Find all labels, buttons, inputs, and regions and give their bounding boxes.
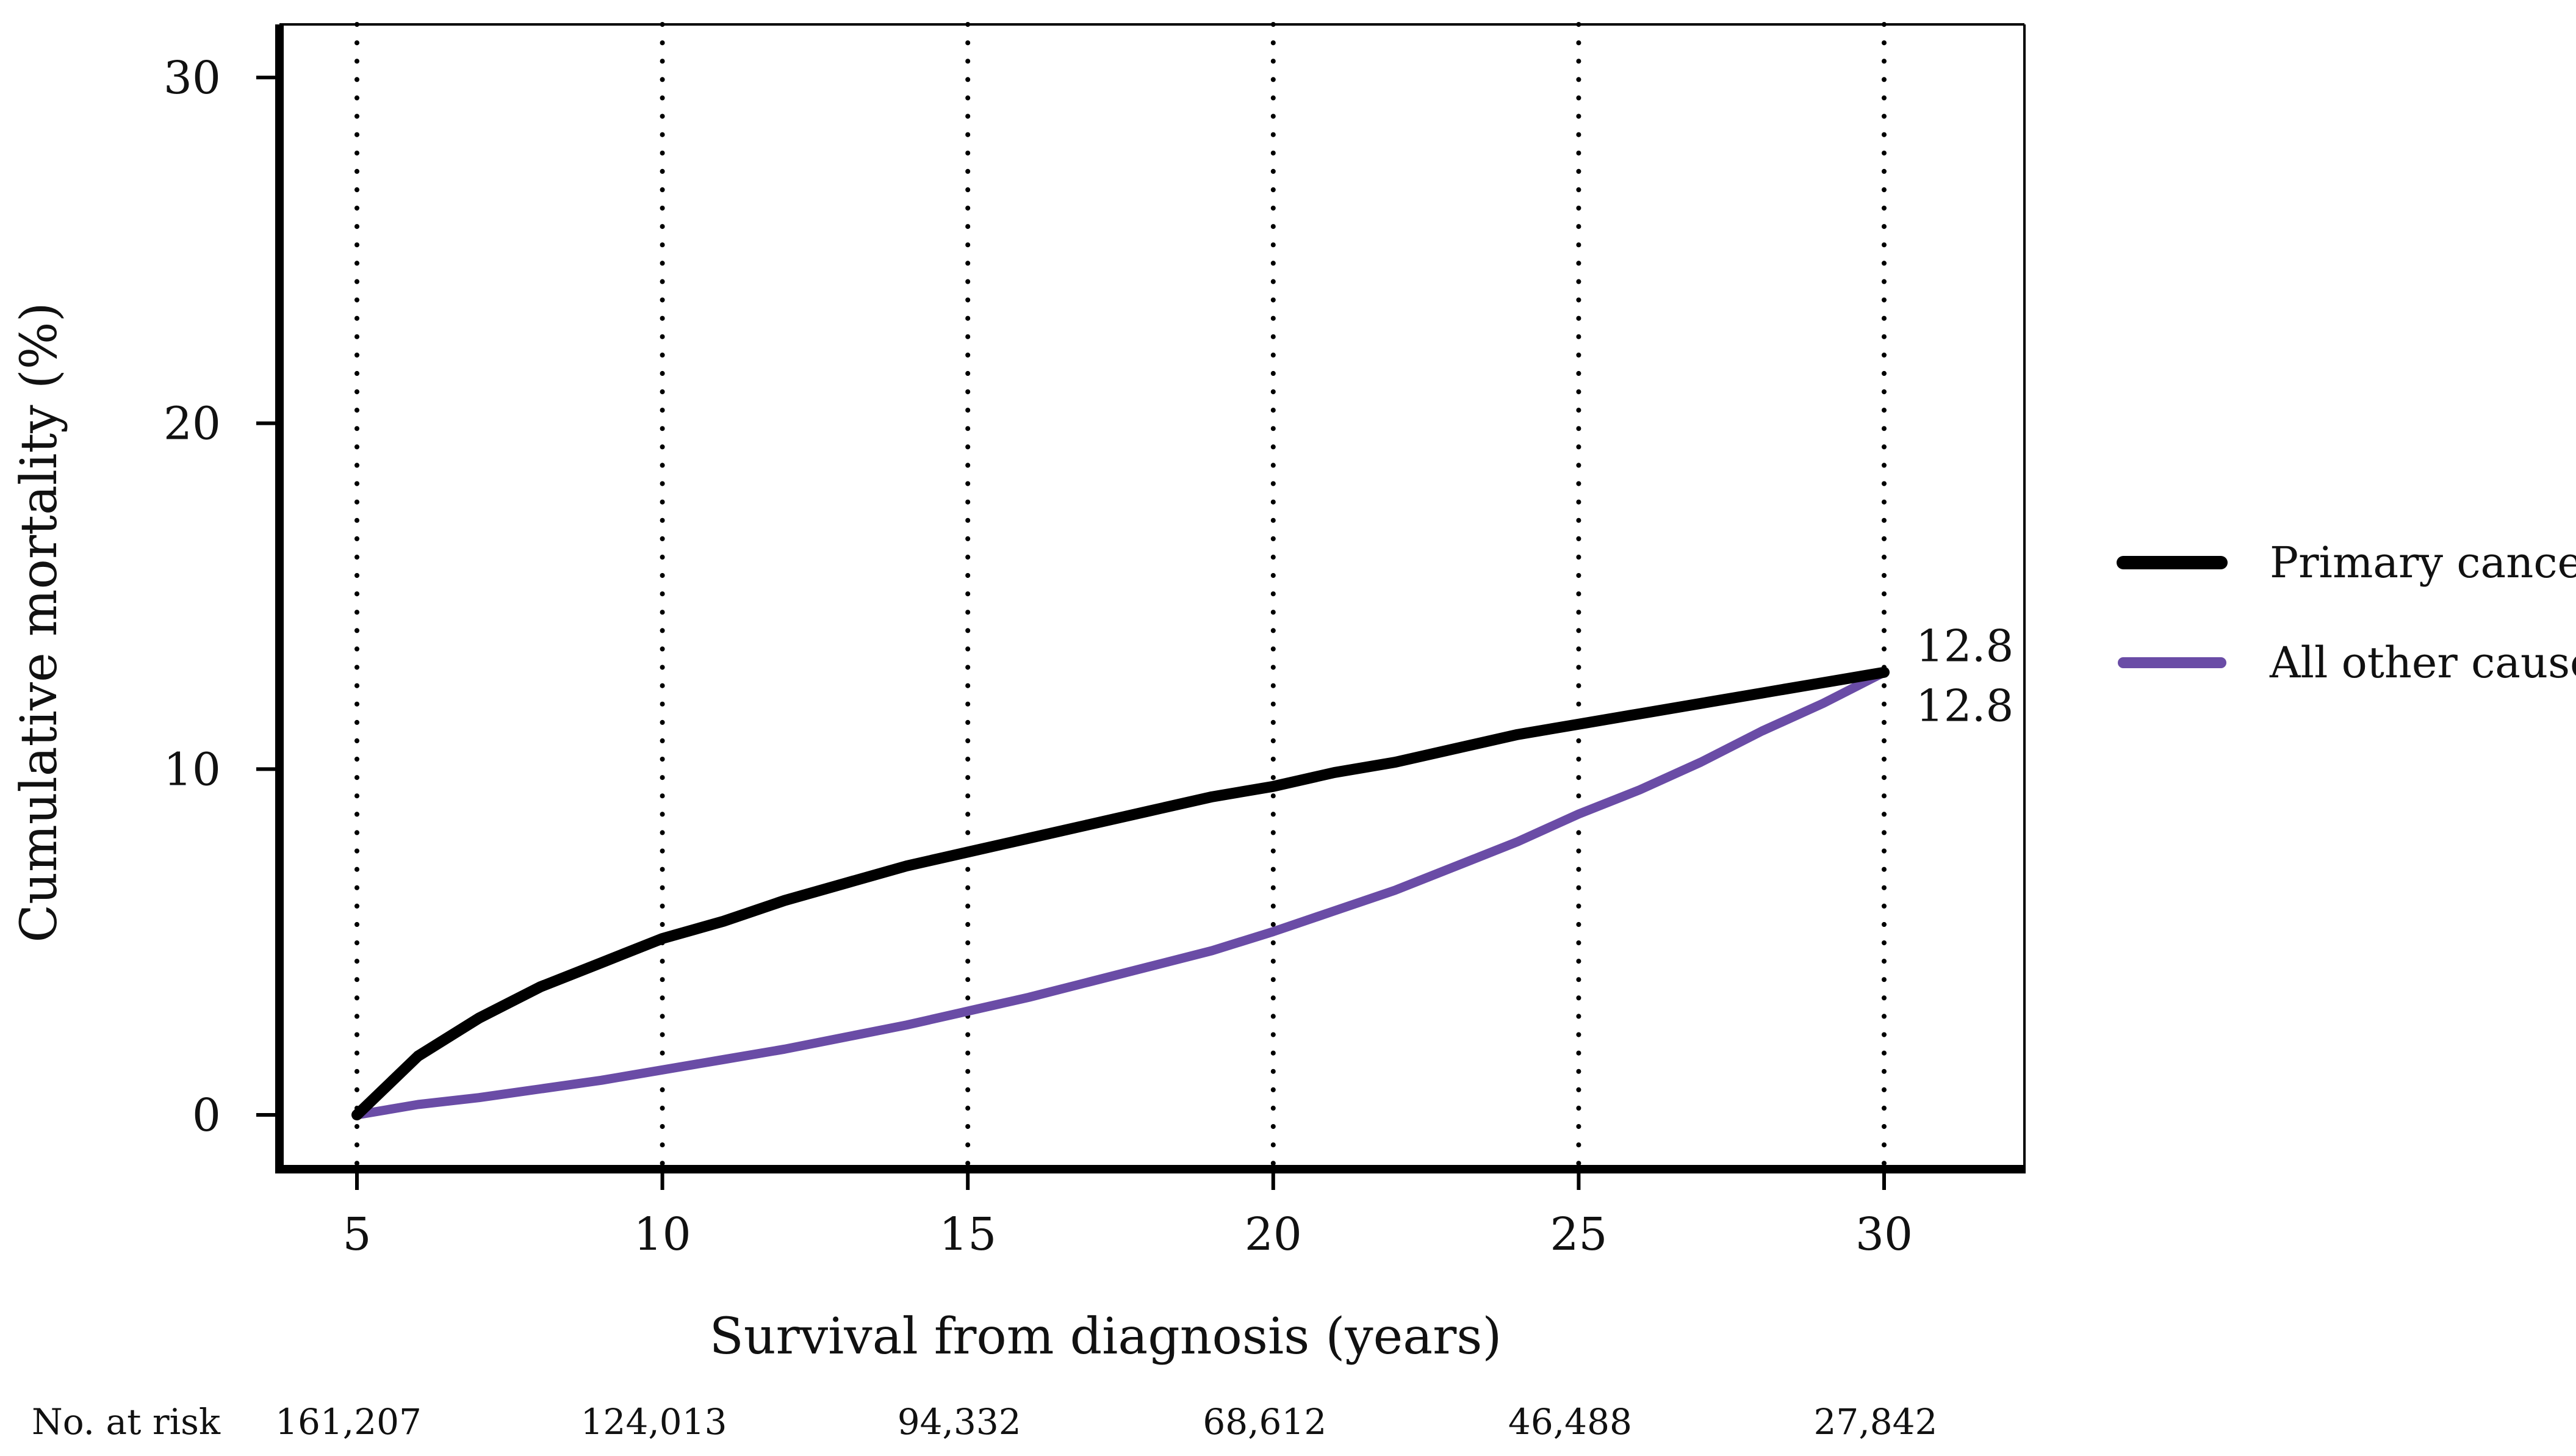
risk-table-value: 161,207 xyxy=(275,1401,422,1443)
legend-label-all-other-causes: All other causes xyxy=(2269,638,2576,688)
risk-table-value: 68,612 xyxy=(1203,1401,1326,1443)
x-tick-label: 5 xyxy=(342,1208,371,1261)
end-label-all-other-causes: 12.8 xyxy=(1916,680,2013,732)
series-line-all-other-causes xyxy=(352,668,1889,1120)
y-tick-label: 20 xyxy=(164,398,221,450)
x-ticks: 5 10 15 20 25 30 xyxy=(342,1169,1913,1261)
x-tick-label: 10 xyxy=(634,1208,691,1261)
risk-table-label: No. at risk xyxy=(32,1401,221,1443)
series-line-primary-cancer xyxy=(351,666,1890,1120)
y-ticks: 0 10 20 30 xyxy=(164,52,279,1142)
series-lines xyxy=(351,666,1890,1120)
risk-table-value: 94,332 xyxy=(898,1401,1021,1443)
x-tick-label: 25 xyxy=(1550,1208,1607,1261)
vertical-gridlines xyxy=(354,22,1887,1172)
legend: Primary cancer All other causes xyxy=(2117,538,2576,688)
risk-table-value: 124,013 xyxy=(581,1401,727,1443)
y-axis-title: Cumulative mortality (%) xyxy=(10,302,68,942)
risk-table: No. at risk 161,207 124,013 94,332 68,612 46… xyxy=(32,1401,1937,1443)
x-tick-label: 30 xyxy=(1855,1208,1913,1261)
x-tick-label: 15 xyxy=(939,1208,996,1261)
axes xyxy=(275,23,2026,1173)
x-axis-title: Survival from diagnosis (years) xyxy=(710,1308,1502,1366)
risk-table-value: 27,842 xyxy=(1814,1401,1938,1443)
x-tick-label: 20 xyxy=(1245,1208,1302,1261)
y-tick-label: 0 xyxy=(192,1089,221,1142)
risk-table-value: 46,488 xyxy=(1508,1401,1632,1443)
y-tick-label: 10 xyxy=(164,743,221,796)
end-label-primary-cancer: 12.8 xyxy=(1916,621,2013,672)
y-tick-label: 30 xyxy=(164,52,221,104)
legend-label-primary-cancer: Primary cancer xyxy=(2270,538,2576,588)
end-labels: 12.8 12.8 xyxy=(1916,621,2013,732)
